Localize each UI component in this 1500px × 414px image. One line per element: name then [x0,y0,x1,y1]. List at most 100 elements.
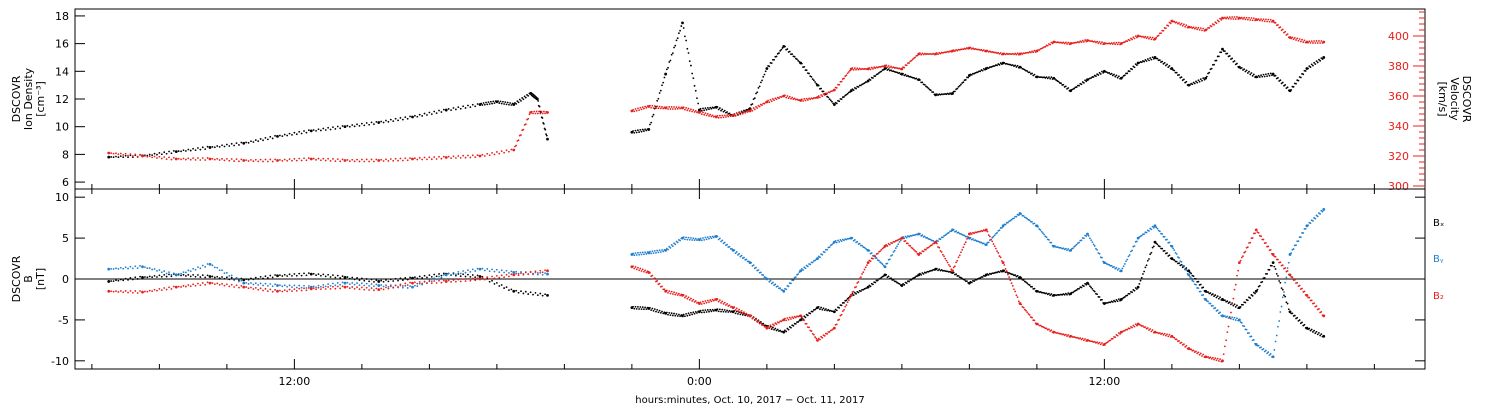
field-series-bx-sample [539,292,542,295]
velocity-series-sample [389,158,392,160]
field-series-bz-sample [814,336,816,338]
field-series-bz-sample [493,277,496,280]
velocity-series-sample [418,156,421,159]
field-series-bz-sample [946,261,949,264]
field-series-bz-sample [524,271,527,274]
velocity-series-sample [643,107,645,110]
field-series-bz-sample [991,240,994,243]
field-series-bz-sample [679,294,681,297]
field-series-bx-point [1136,285,1140,289]
field-series-by-sample [1302,232,1305,234]
density-series-point [444,108,448,112]
density-series-sample [489,100,492,103]
field-series-by-sample [274,283,276,286]
velocity-series-sample [182,157,185,160]
density-series-sample [1236,62,1238,65]
density-series-sample [1168,65,1171,67]
field-series-by-sample [638,253,641,256]
field-series-bz-sample [641,268,644,271]
density-series-sample [652,113,655,116]
field-series-bx-sample [225,276,228,279]
density-series-sample [669,59,672,62]
density-series-sample [1315,60,1318,63]
velocity-series-sample [890,65,892,68]
field-series-bx-sample [1226,300,1229,303]
field-series-bx-sample [252,278,255,281]
velocity-series-sample [1179,23,1182,26]
field-series-bx-sample [1258,284,1261,287]
velocity-series-sample [1219,17,1221,20]
density-series-sample [524,96,527,99]
field-series-bz-point [141,290,144,294]
field-series-bx-sample [1214,294,1217,296]
field-series-bz-sample [643,270,645,273]
velocity-series-sample [406,159,409,162]
velocity-series-sample [1268,20,1271,23]
field-series-by-sample [279,284,281,287]
field-series-bz-sample [1132,324,1135,327]
velocity-series-sample [1220,19,1223,21]
field-series-bz-sample [122,291,125,294]
density-series-sample [1321,58,1324,61]
velocity-series-sample [1236,16,1238,18]
density-series-sample [520,99,522,102]
velocity-series-sample [708,115,710,117]
field-series-bx-sample [1091,287,1094,290]
density-series-sample [517,101,520,104]
density-y-label-line1: DSCOVR [10,75,23,122]
velocity-series-sample [221,157,223,160]
field-ytick-label: 5 [62,232,69,245]
velocity-series-sample [401,159,404,162]
density-series-sample [1143,60,1146,63]
velocity-series-point [900,67,904,71]
field-series-bz-sample [670,290,673,293]
field-series-bx-sample [1219,296,1221,299]
field-series-bx-sample [762,322,765,325]
density-series-sample [704,107,707,110]
field-series-bz-sample [211,282,214,284]
density-series-sample [1163,62,1166,64]
density-series-sample [348,125,351,128]
field-series-bx-sample [353,278,356,281]
field-series-by-sample [228,275,231,277]
field-series-bz-sample [139,290,141,292]
field-series-bz-sample [780,320,783,323]
density-series-sample [259,138,262,140]
density-series-sample [791,53,794,55]
field-series-by-sample [1048,238,1050,241]
field-series-by-sample [702,237,704,239]
field-series-bz-sample [784,317,786,320]
density-series-sample [146,154,149,157]
field-series-bx-sample [110,280,113,282]
field-series-bx-sample [1178,262,1181,265]
velocity-series-sample [910,59,913,62]
field-series-bz-sample [938,246,941,249]
field-series-bx-sample [1140,276,1143,279]
field-series-bx-sample [358,279,361,281]
velocity-series-sample [322,157,325,160]
field-series-bz-sample [790,318,792,320]
density-series-point [832,103,836,106]
field-series-by-sample [1267,351,1270,354]
velocity-series-sample [385,158,387,161]
field-series-bz-sample [257,288,260,291]
field-series-by-sample [998,229,1001,232]
density-series-sample [397,119,399,122]
field-series-by-sample [921,234,924,236]
field-series-bx-sample [440,274,443,277]
density-series-sample [1097,74,1100,76]
field-series-by-sample [322,283,325,286]
field-series-bz-sample [221,282,223,285]
velocity-series-sample [637,107,639,110]
field-series-by-sample [187,269,190,272]
field-series-bx-sample [298,272,301,275]
field-series-bz-sample [1128,327,1131,330]
velocity-series-sample [1256,19,1259,22]
velocity-series-sample [787,97,790,100]
density-series-sample [1116,76,1119,79]
field-series-bx-sample [1319,334,1322,337]
field-series-bx-sample [1190,272,1193,275]
velocity-series-sample [1131,38,1133,41]
density-series-sample [510,104,513,106]
field-series-bz-sample [250,286,252,289]
